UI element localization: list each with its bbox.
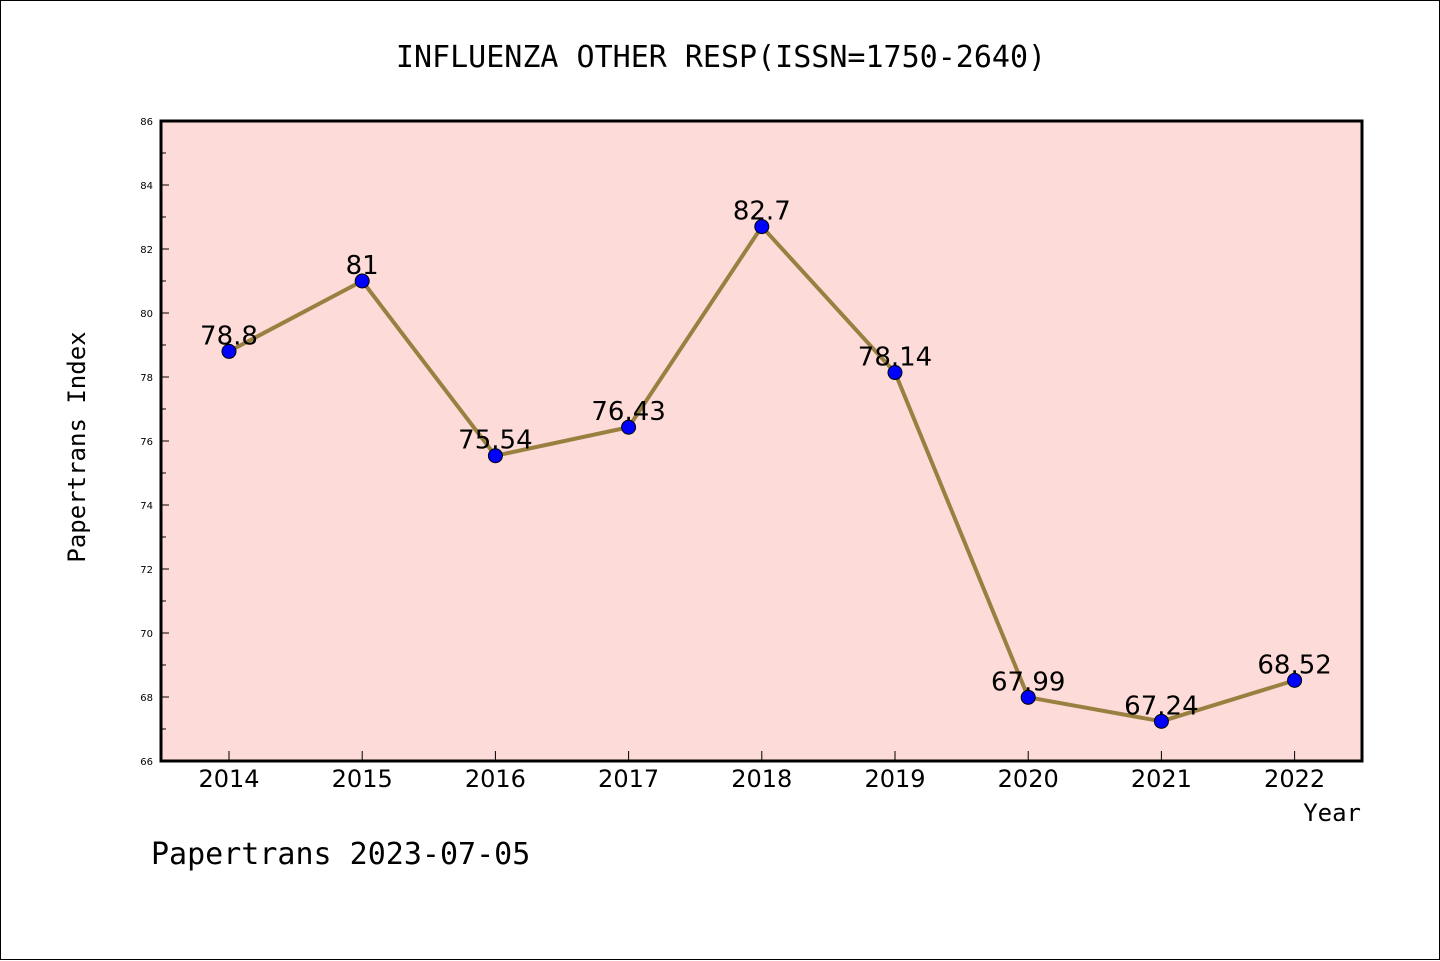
plot-border bbox=[159, 119, 1364, 763]
y-axis-title: Papertrans Index bbox=[63, 331, 91, 562]
series-group: 78.8 81 75.54 76.43 82.7 78.14 67.99 67.24 68.52 bbox=[200, 197, 1332, 729]
x-tick-label: 2017 bbox=[598, 765, 659, 793]
x-axis: 2014 2015 2016 2017 2018 2019 2020 2021 2022 bbox=[198, 751, 1325, 793]
x-tick-label: 2016 bbox=[465, 765, 526, 793]
y-tick-label: 72 bbox=[140, 565, 153, 576]
data-label: 67.24 bbox=[1124, 691, 1198, 721]
data-label: 76.43 bbox=[591, 397, 665, 427]
x-tick-label: 2015 bbox=[332, 765, 393, 793]
footer-date: Papertrans 2023-07-05 bbox=[151, 837, 530, 872]
data-point bbox=[887, 365, 903, 381]
data-label: 78.8 bbox=[200, 321, 258, 351]
x-tick-label: 2020 bbox=[998, 765, 1059, 793]
data-point bbox=[487, 448, 503, 464]
y-tick-label: 82 bbox=[140, 245, 153, 256]
data-label: 82.7 bbox=[733, 197, 791, 227]
data-label: 75.54 bbox=[458, 426, 532, 456]
data-point bbox=[354, 273, 370, 289]
y-tick-label: 80 bbox=[140, 309, 153, 320]
data-label: 67.99 bbox=[991, 667, 1065, 697]
chart-title: INFLUENZA OTHER RESP(ISSN=1750-2640) bbox=[396, 40, 1046, 75]
data-label: 68.52 bbox=[1257, 650, 1331, 680]
y-tick-label: 74 bbox=[140, 501, 153, 512]
x-axis-title: Year bbox=[1303, 799, 1361, 827]
data-point bbox=[1287, 672, 1303, 688]
x-tick-label: 2021 bbox=[1131, 765, 1192, 793]
y-tick-label: 70 bbox=[140, 629, 153, 640]
data-label: 78.14 bbox=[858, 343, 932, 373]
data-point bbox=[1020, 689, 1036, 705]
y-tick-label: 68 bbox=[140, 693, 153, 704]
y-tick-label: 86 bbox=[140, 117, 153, 128]
data-label: 81 bbox=[346, 251, 379, 281]
y-tick-label: 84 bbox=[140, 181, 153, 192]
x-tick-label: 2022 bbox=[1264, 765, 1325, 793]
data-point bbox=[754, 219, 770, 235]
x-tick-label: 2014 bbox=[198, 765, 259, 793]
data-point bbox=[221, 343, 237, 359]
x-tick-label: 2018 bbox=[731, 765, 792, 793]
data-point bbox=[621, 419, 637, 435]
y-tick-label: 76 bbox=[140, 437, 153, 448]
y-tick-label: 78 bbox=[140, 373, 153, 384]
data-point bbox=[1153, 713, 1169, 729]
y-tick-label: 66 bbox=[140, 757, 153, 768]
x-tick-label: 2019 bbox=[864, 765, 925, 793]
